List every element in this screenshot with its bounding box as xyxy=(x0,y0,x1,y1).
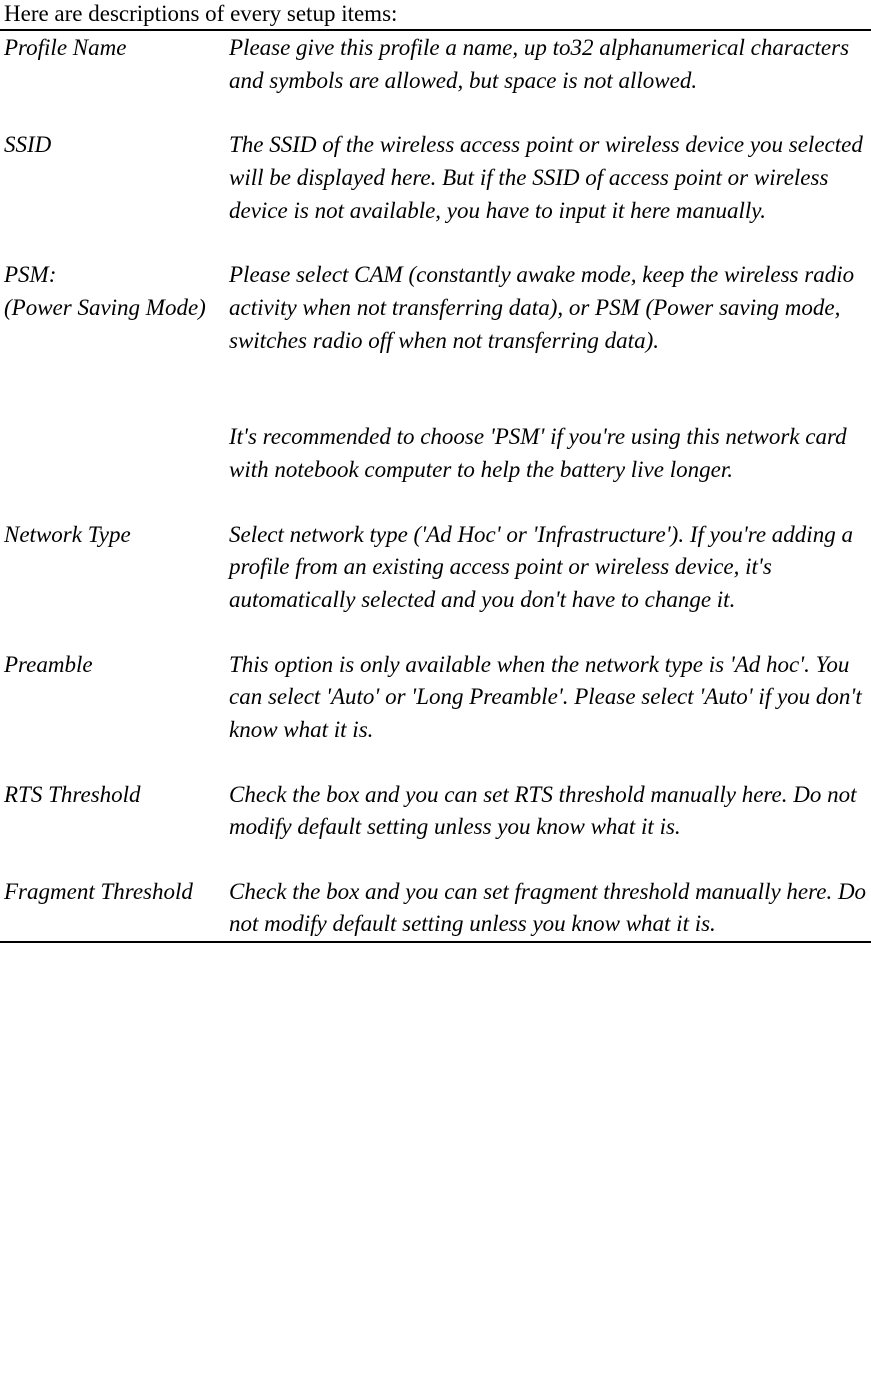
header-text: Here are descriptions of every setup ite… xyxy=(0,0,871,29)
spacer xyxy=(0,617,871,649)
table-row: Preamble This option is only available w… xyxy=(0,649,871,747)
term-fragment-threshold: Fragment Threshold xyxy=(0,876,229,909)
spacer-large xyxy=(0,357,871,421)
spacer xyxy=(0,747,871,779)
desc-ssid: The SSID of the wireless access point or… xyxy=(229,129,871,227)
desc-psm-note: It's recommended to choose 'PSM' if you'… xyxy=(229,421,871,486)
page-container: Here are descriptions of every setup ite… xyxy=(0,0,871,943)
spacer xyxy=(0,97,871,129)
desc-preamble: This option is only available when the n… xyxy=(229,649,871,747)
table-row: Network Type Select network type ('Ad Ho… xyxy=(0,519,871,617)
table-row: It's recommended to choose 'PSM' if you'… xyxy=(0,421,871,486)
table-row: Profile Name Please give this profile a … xyxy=(0,32,871,97)
term-psm: PSM: (Power Saving Mode) xyxy=(0,259,229,324)
spacer xyxy=(0,844,871,876)
term-profile-name: Profile Name xyxy=(0,32,229,65)
spacer xyxy=(0,487,871,519)
desc-fragment-threshold: Check the box and you can set fragment t… xyxy=(229,876,871,941)
term-network-type: Network Type xyxy=(0,519,229,552)
desc-network-type: Select network type ('Ad Hoc' or 'Infras… xyxy=(229,519,871,617)
spacer xyxy=(0,227,871,259)
term-preamble: Preamble xyxy=(0,649,229,682)
desc-profile-name: Please give this profile a name, up to32… xyxy=(229,32,871,97)
desc-psm: Please select CAM (constantly awake mode… xyxy=(229,259,871,357)
divider-bottom xyxy=(0,941,871,943)
table-row: Fragment Threshold Check the box and you… xyxy=(0,876,871,941)
content-table: Profile Name Please give this profile a … xyxy=(0,31,871,941)
table-row: PSM: (Power Saving Mode) Please select C… xyxy=(0,259,871,357)
term-ssid: SSID xyxy=(0,129,229,162)
term-rts-threshold: RTS Threshold xyxy=(0,779,229,812)
desc-rts-threshold: Check the box and you can set RTS thresh… xyxy=(229,779,871,844)
table-row: SSID The SSID of the wireless access poi… xyxy=(0,129,871,227)
table-row: RTS Threshold Check the box and you can … xyxy=(0,779,871,844)
